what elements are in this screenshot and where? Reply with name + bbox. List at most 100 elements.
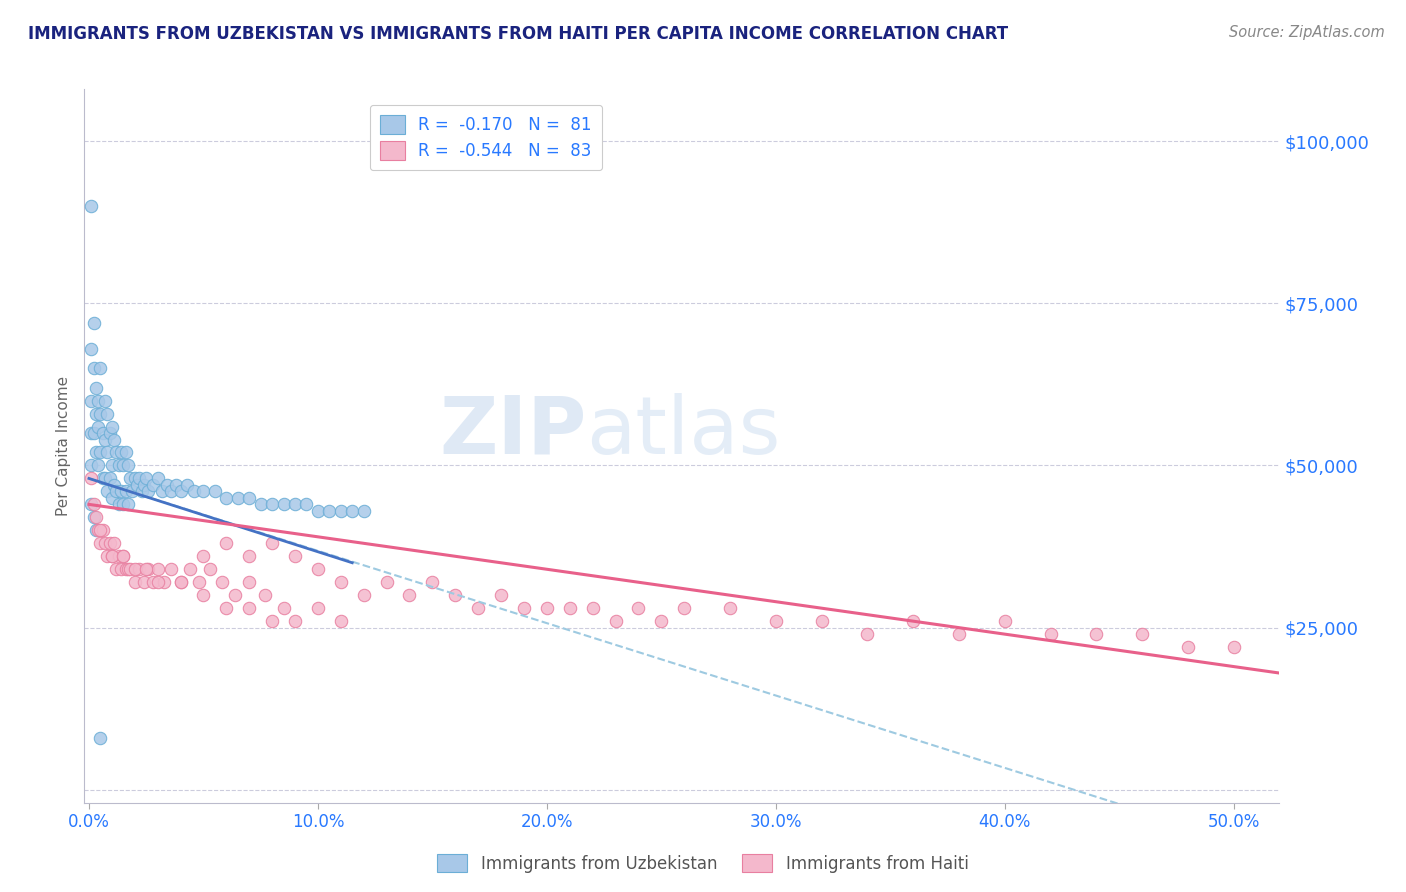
Point <box>238 549 260 564</box>
Point <box>87 393 110 408</box>
Point <box>110 445 132 459</box>
Point <box>112 458 135 473</box>
Point <box>125 478 148 492</box>
Point <box>398 588 420 602</box>
Point <box>94 536 117 550</box>
Point <box>80 393 103 408</box>
Point <box>146 575 169 590</box>
Point <box>238 575 260 590</box>
Point <box>112 497 135 511</box>
Point <box>146 562 169 576</box>
Point <box>89 445 111 459</box>
Legend: R =  -0.170   N =  81, R =  -0.544   N =  83: R = -0.170 N = 81, R = -0.544 N = 83 <box>370 104 602 169</box>
Point <box>83 316 105 330</box>
Point <box>114 445 136 459</box>
Point <box>83 497 105 511</box>
Point <box>98 425 121 440</box>
Point <box>124 471 146 485</box>
Point <box>1130 627 1153 641</box>
Point <box>94 433 117 447</box>
Point <box>103 536 125 550</box>
Point <box>132 575 155 590</box>
Point <box>249 497 271 511</box>
Point <box>160 484 183 499</box>
Point <box>117 458 139 473</box>
Point <box>204 484 226 499</box>
Point <box>80 425 103 440</box>
Point <box>83 425 105 440</box>
Text: Source: ZipAtlas.com: Source: ZipAtlas.com <box>1229 25 1385 40</box>
Point <box>1177 640 1199 654</box>
Point <box>329 504 352 518</box>
Point <box>112 549 135 564</box>
Point <box>83 510 105 524</box>
Text: IMMIGRANTS FROM UZBEKISTAN VS IMMIGRANTS FROM HAITI PER CAPITA INCOME CORRELATIO: IMMIGRANTS FROM UZBEKISTAN VS IMMIGRANTS… <box>28 25 1008 43</box>
Point <box>107 458 129 473</box>
Point <box>187 575 209 590</box>
Point <box>131 484 153 499</box>
Point <box>128 562 150 576</box>
Point <box>120 471 142 485</box>
Point <box>105 562 128 576</box>
Point <box>98 536 121 550</box>
Point <box>193 484 215 499</box>
Point <box>513 601 536 615</box>
Point <box>536 601 558 615</box>
Point <box>146 471 169 485</box>
Point <box>193 549 215 564</box>
Point <box>91 524 114 538</box>
Point <box>87 458 110 473</box>
Point <box>89 407 111 421</box>
Point <box>83 361 105 376</box>
Point <box>114 562 136 576</box>
Point <box>467 601 489 615</box>
Point <box>94 471 117 485</box>
Point <box>105 484 128 499</box>
Y-axis label: Per Capita Income: Per Capita Income <box>56 376 72 516</box>
Point <box>153 575 176 590</box>
Point <box>581 601 603 615</box>
Text: ZIP: ZIP <box>439 392 586 471</box>
Point <box>135 562 157 576</box>
Point <box>89 731 111 745</box>
Point <box>765 614 787 628</box>
Point <box>262 497 284 511</box>
Point <box>295 497 318 511</box>
Point <box>124 575 146 590</box>
Point <box>238 601 260 615</box>
Point <box>353 588 375 602</box>
Point <box>176 478 198 492</box>
Point <box>179 562 201 576</box>
Point <box>329 575 352 590</box>
Point <box>284 549 307 564</box>
Point <box>110 562 132 576</box>
Point <box>96 445 118 459</box>
Point <box>80 497 103 511</box>
Point <box>605 614 627 628</box>
Point <box>142 575 165 590</box>
Point <box>135 471 157 485</box>
Point <box>107 549 129 564</box>
Point <box>89 524 111 538</box>
Point <box>948 627 970 641</box>
Point <box>1222 640 1244 654</box>
Point <box>94 393 117 408</box>
Point <box>193 588 215 602</box>
Point <box>84 445 107 459</box>
Point <box>284 497 307 511</box>
Point <box>215 536 238 550</box>
Point <box>107 497 129 511</box>
Point <box>183 484 205 499</box>
Point <box>138 484 160 499</box>
Point <box>101 491 124 505</box>
Point <box>901 614 924 628</box>
Point <box>80 458 103 473</box>
Text: atlas: atlas <box>586 392 780 471</box>
Point <box>284 614 307 628</box>
Point <box>169 575 191 590</box>
Point <box>156 478 179 492</box>
Point <box>103 478 125 492</box>
Point <box>110 484 132 499</box>
Point <box>444 588 467 602</box>
Point <box>650 614 672 628</box>
